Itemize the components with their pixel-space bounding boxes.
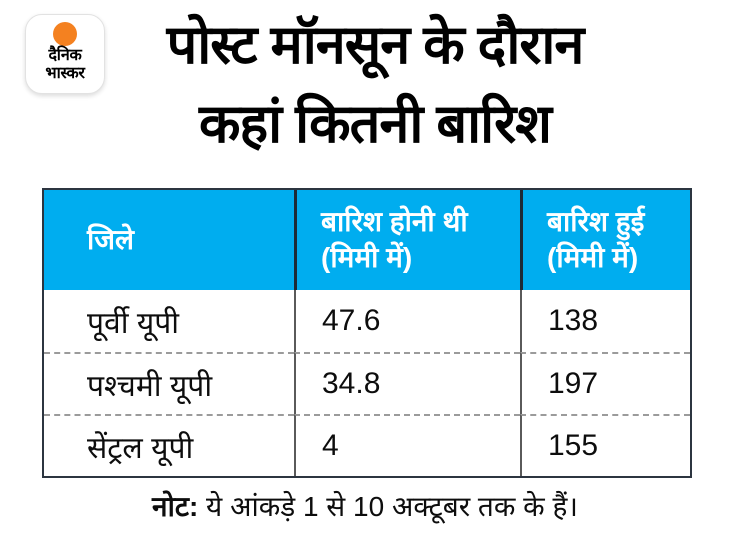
table-header-actual-rain: बारिश हुई (मिमी में) xyxy=(520,190,690,290)
logo-text-line2: भास्कर xyxy=(45,64,85,82)
table-row-cell-expected: 47.6 xyxy=(294,290,520,352)
sun-icon xyxy=(53,22,77,46)
dainik-bhaskar-logo: दैनिक भास्कर xyxy=(25,14,105,94)
footnote-text: ये आंकड़े 1 से 10 अक्टूबर तक के हैं। xyxy=(198,491,578,522)
table-row-cell-actual: 197 xyxy=(520,352,690,414)
footnote: नोट: ये आंकड़े 1 से 10 अक्टूबर तक के हैं… xyxy=(0,487,730,527)
header-label: जिले xyxy=(87,224,135,255)
page-title-line2: कहां कितनी बारिश xyxy=(199,94,552,154)
rainfall-table: जिले बारिश होनी थी (मिमी में) बारिश हुई … xyxy=(42,188,692,478)
table-row-cell-district: सेंट्रल यूपी xyxy=(44,414,294,476)
page-title: पोस्ट मॉनसून के दौरान कहां कितनी बारिश xyxy=(20,6,730,164)
table-header-districts: जिले xyxy=(44,190,294,290)
page-title-line1: पोस्ट मॉनसून के दौरान xyxy=(166,15,585,75)
logo-text-line1: दैनिक xyxy=(48,47,82,64)
table-row-cell-actual: 155 xyxy=(520,414,690,476)
table-row-cell-district: पश्चमी यूपी xyxy=(44,352,294,414)
header-label: बारिश हुई xyxy=(547,206,645,237)
header-unit: (मिमी में) xyxy=(321,242,413,273)
table-row-cell-district: पूर्वी यूपी xyxy=(87,306,180,340)
table-header-expected-rain: बारिश होनी थी (मिमी में) xyxy=(294,190,520,290)
table-row-cell-expected: 4 xyxy=(294,414,520,476)
footnote-label: नोट: xyxy=(152,491,199,522)
header-unit: (मिमी में) xyxy=(547,242,639,273)
table-row-cell-expected: 34.8 xyxy=(294,352,520,414)
header-label: बारिश होनी थी xyxy=(321,206,468,237)
table-row-cell-actual: 138 xyxy=(520,290,690,352)
